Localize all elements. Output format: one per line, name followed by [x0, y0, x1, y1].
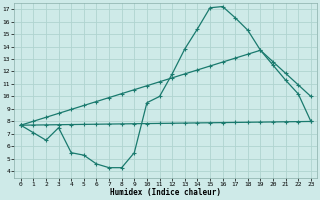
X-axis label: Humidex (Indice chaleur): Humidex (Indice chaleur): [110, 188, 221, 197]
